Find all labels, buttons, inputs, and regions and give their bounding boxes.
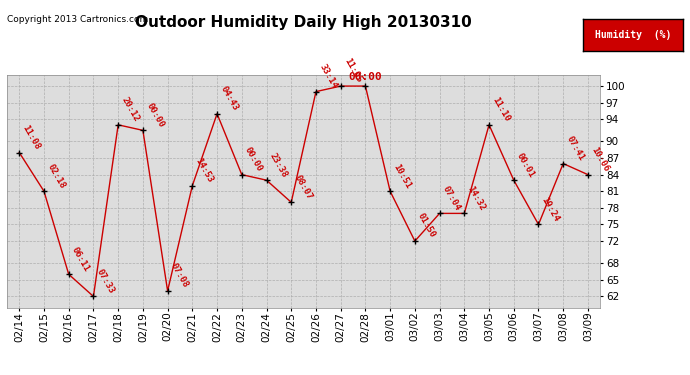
Text: 14:32: 14:32 — [466, 184, 487, 212]
Text: 33:14: 33:14 — [317, 63, 339, 90]
Text: 19:24: 19:24 — [540, 195, 561, 223]
Text: 00:00: 00:00 — [144, 101, 166, 129]
Text: 08:07: 08:07 — [293, 173, 314, 201]
Text: 11:08: 11:08 — [21, 123, 42, 151]
Text: Copyright 2013 Cartronics.com: Copyright 2013 Cartronics.com — [7, 15, 148, 24]
Text: 00:01: 00:01 — [515, 151, 536, 179]
Text: 00:00: 00:00 — [243, 146, 264, 173]
Text: Humidity  (%): Humidity (%) — [595, 30, 671, 40]
Text: 07:33: 07:33 — [95, 267, 116, 295]
Text: 07:04: 07:04 — [441, 184, 462, 212]
Text: 14:53: 14:53 — [194, 156, 215, 184]
Text: 10:51: 10:51 — [391, 162, 413, 190]
Text: 23:38: 23:38 — [268, 151, 289, 179]
Text: 10:06: 10:06 — [589, 146, 611, 173]
Text: 00:00: 00:00 — [348, 72, 382, 82]
Text: 11:10: 11:10 — [491, 96, 512, 123]
Text: 04:43: 04:43 — [219, 85, 239, 112]
Text: 01:50: 01:50 — [416, 212, 437, 240]
Text: Outdoor Humidity Daily High 20130310: Outdoor Humidity Daily High 20130310 — [135, 15, 472, 30]
Text: 06:11: 06:11 — [70, 245, 91, 273]
Text: 07:41: 07:41 — [564, 134, 586, 162]
Text: 02:18: 02:18 — [46, 162, 67, 190]
Text: 20:12: 20:12 — [119, 96, 141, 123]
Text: 11:05: 11:05 — [342, 57, 364, 85]
Text: 07:08: 07:08 — [169, 262, 190, 290]
